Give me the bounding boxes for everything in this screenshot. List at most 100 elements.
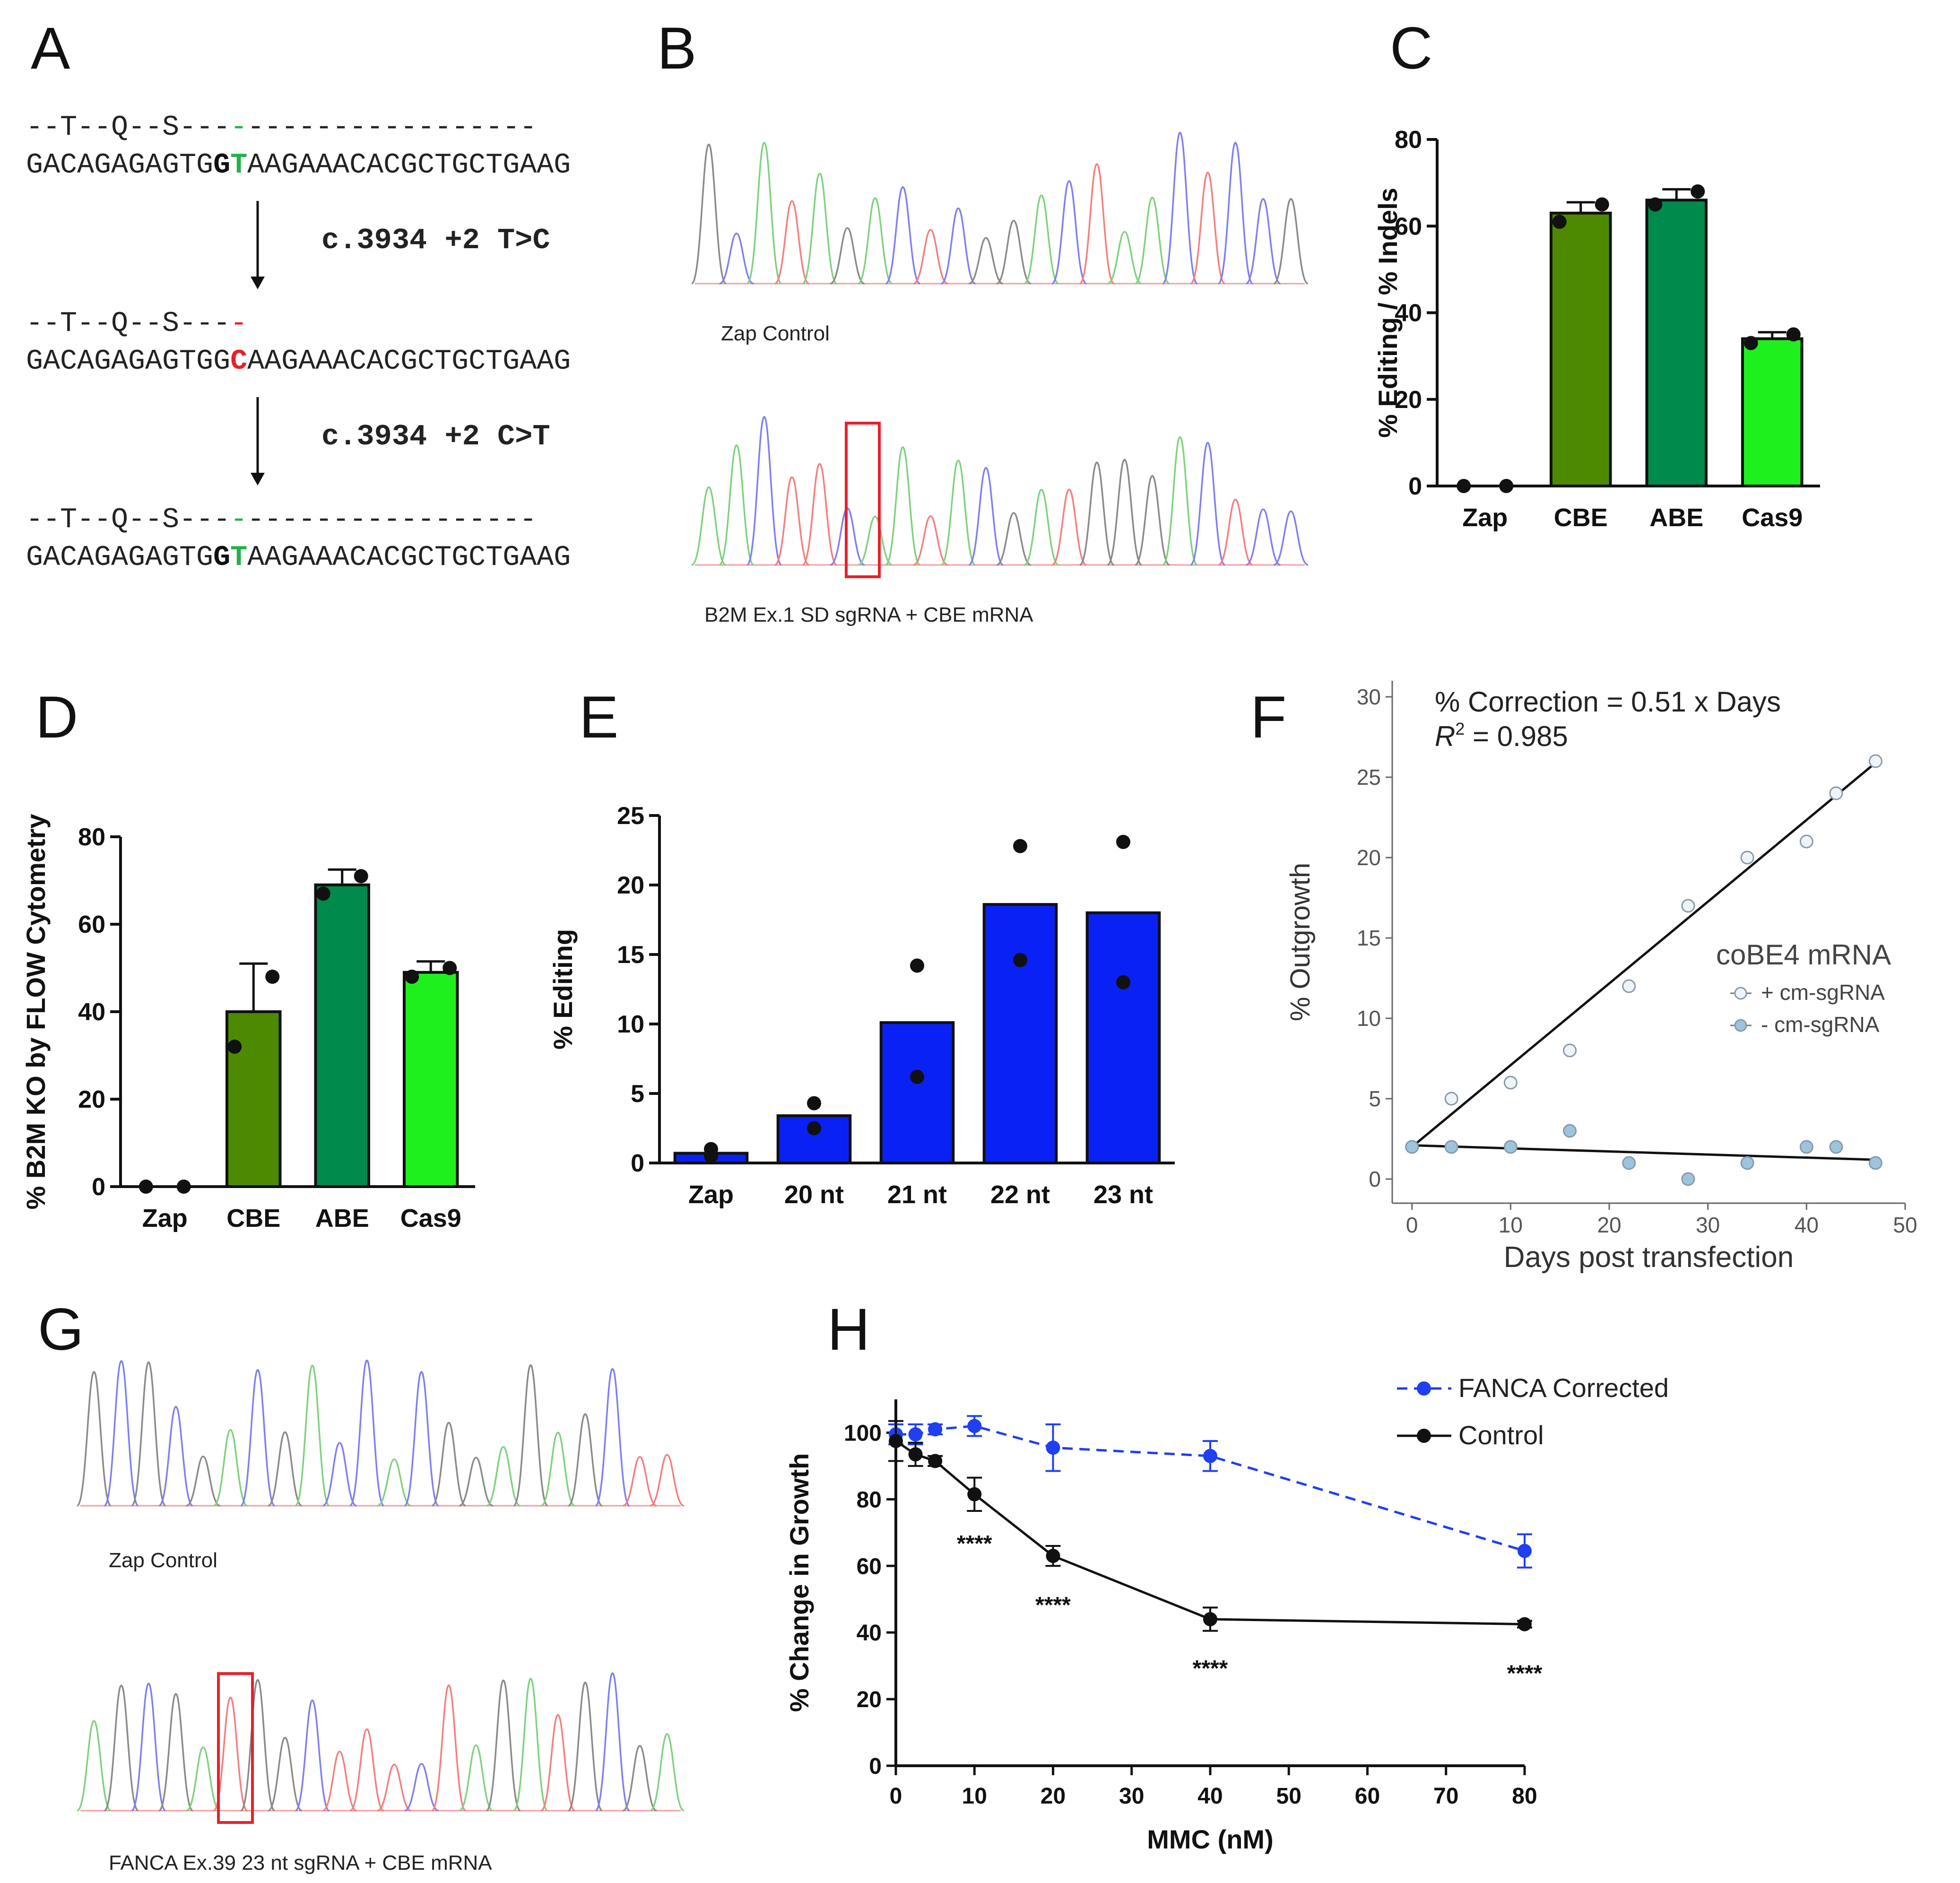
panel-letter-d: D — [35, 685, 78, 750]
bar-23-nt — [1085, 911, 1161, 1165]
chromatogram-peak — [104, 1684, 139, 1812]
replicate-point — [227, 1040, 242, 1054]
chromatogram-peak — [349, 1728, 384, 1812]
legend-label-0: FANCA Corrected — [1458, 1373, 1669, 1403]
chromatogram-peak — [567, 1682, 603, 1812]
y-tick-label: 30 — [1357, 685, 1381, 709]
replicate-point — [1116, 975, 1130, 989]
y-axis-title: % Change in Growth — [784, 1453, 814, 1712]
replicate-point — [1013, 839, 1027, 853]
bar-cas9 — [1741, 337, 1804, 487]
chromatogram-peak — [268, 1431, 303, 1507]
chromatogram-peak — [76, 1371, 112, 1507]
y-tick-label: 0 — [869, 1754, 882, 1779]
dna-line-3: GACAGAGAGTGGTAAGAAACACGCTGCTGAAG — [26, 542, 571, 574]
data-point-series-1 — [967, 1487, 982, 1501]
x-tick-label: 40 — [1795, 1213, 1819, 1237]
significance-label: **** — [957, 1531, 992, 1556]
y-tick-label: 100 — [844, 1421, 882, 1446]
chromatogram-peak — [622, 1456, 657, 1507]
data-point-series-0 — [1799, 834, 1813, 849]
y-tick-label: 20 — [1395, 386, 1422, 414]
bar-abe — [1645, 199, 1708, 487]
data-point-series-0 — [1563, 1043, 1577, 1058]
data-point-series-1 — [1405, 1140, 1419, 1154]
replicate-point — [1116, 834, 1130, 849]
replicate-point — [442, 961, 457, 975]
x-tick-label: ABE — [1649, 503, 1703, 532]
chromatogram-peak — [1079, 461, 1115, 566]
y-tick-label: 10 — [1357, 1006, 1381, 1031]
data-point-series-1 — [1622, 1156, 1636, 1170]
r-squared-annotation: R2 = 0.985 — [1435, 719, 1568, 752]
chromatogram-peak — [186, 1746, 221, 1812]
data-point-series-1 — [1681, 1172, 1695, 1186]
chromatogram-peak — [830, 227, 865, 285]
x-tick-label: 40 — [1197, 1784, 1223, 1809]
chromatogram-peak — [940, 460, 976, 566]
x-tick-label: Zap — [142, 1204, 188, 1232]
chromatogram-peak — [595, 1368, 631, 1507]
significance-label: **** — [1193, 1656, 1228, 1681]
mutation-step-2: c.3934 +2 C>T — [321, 420, 550, 453]
replicate-point — [910, 1069, 924, 1084]
legend-marker-0 — [1417, 1381, 1431, 1396]
chromatogram-peak — [377, 1458, 412, 1507]
y-tick-label: 20 — [857, 1687, 882, 1712]
y-tick-label: 0 — [1369, 1167, 1381, 1191]
x-tick-label: 20 — [1597, 1213, 1621, 1237]
chromatogram-peak — [1051, 488, 1087, 566]
x-tick-label: 20 — [1041, 1784, 1066, 1809]
legend-marker — [1734, 987, 1747, 1000]
y-axis-title: % Outgrowth — [1285, 863, 1316, 1021]
y-tick-label: 40 — [78, 998, 105, 1026]
fit-line-1 — [1412, 1144, 1876, 1161]
chromatogram-peak — [1218, 498, 1253, 566]
chromatogram-peak — [1273, 510, 1309, 566]
chromatogram-peak — [431, 1684, 467, 1812]
y-tick-label: 40 — [1395, 300, 1422, 327]
chromatogram-peak — [885, 446, 921, 566]
bar-21-nt — [879, 1021, 955, 1165]
y-tick-label: 80 — [78, 824, 105, 851]
panel-letter-e: E — [579, 685, 618, 750]
chart-d-b2m-ko: 0 20 40 60 80 % B2M KO by FLOW Cytometry Zap CB… — [21, 814, 475, 1232]
x-tick-label: 50 — [1276, 1784, 1301, 1809]
dna-line-1: GACAGAGAGTGGTAAGAAACACGCTGCTGAAG — [26, 149, 571, 182]
panel-letter-h: H — [827, 1297, 870, 1362]
x-tick-label: 22 nt — [990, 1180, 1050, 1209]
x-tick-label: CBE — [226, 1204, 280, 1232]
bar-abe — [314, 883, 370, 1188]
chromatogram-peak — [459, 1457, 494, 1507]
chromatogram-peak — [1107, 459, 1143, 566]
chromatogram-g-top-label: Zap Control — [109, 1549, 217, 1572]
chromatogram-peak — [486, 1679, 521, 1812]
fit-line-0 — [1411, 762, 1876, 1148]
chromatogram-peak — [996, 219, 1032, 285]
chromatogram-peak — [240, 1369, 276, 1507]
y-tick-label: 25 — [617, 802, 644, 830]
chromatogram-b-bottom-label: B2M Ex.1 SD sgRNA + CBE mRNA — [704, 603, 1033, 626]
panel-b-chromatograms: Zap Control B2M Ex.1 SD sgRNA + CBE mRNA — [691, 131, 1309, 626]
chromatogram-peak — [404, 1371, 440, 1507]
data-point-series-1 — [908, 1447, 923, 1462]
data-point-series-1 — [1503, 1140, 1518, 1154]
data-point-series-0 — [967, 1419, 982, 1433]
chromatogram-b-edited — [691, 416, 1309, 566]
chromatogram-peak — [1051, 180, 1087, 285]
y-tick-label: 20 — [617, 872, 644, 899]
chromatogram-peak — [568, 1413, 603, 1507]
chromatogram-peak — [158, 1693, 193, 1812]
arrow-2-head — [251, 473, 265, 486]
chromatogram-peak — [691, 143, 727, 285]
chromatogram-peak — [295, 1699, 330, 1812]
chromatogram-peak — [1135, 197, 1170, 285]
chromatogram-peak — [349, 1359, 385, 1507]
data-point-series-0 — [1503, 1076, 1518, 1090]
x-tick-label: Zap — [688, 1180, 734, 1209]
chromatogram-peak — [486, 1446, 521, 1507]
chart-h-mmc-sensitivity: 0 20 40 60 80 100 0 10 20 30 40 50 60 70 80 MMC (nM) % C… — [784, 1373, 1669, 1854]
x-tick-label: 80 — [1512, 1784, 1537, 1809]
y-tick-label: 5 — [1369, 1086, 1381, 1111]
edited-base-highlight-b — [845, 422, 881, 578]
